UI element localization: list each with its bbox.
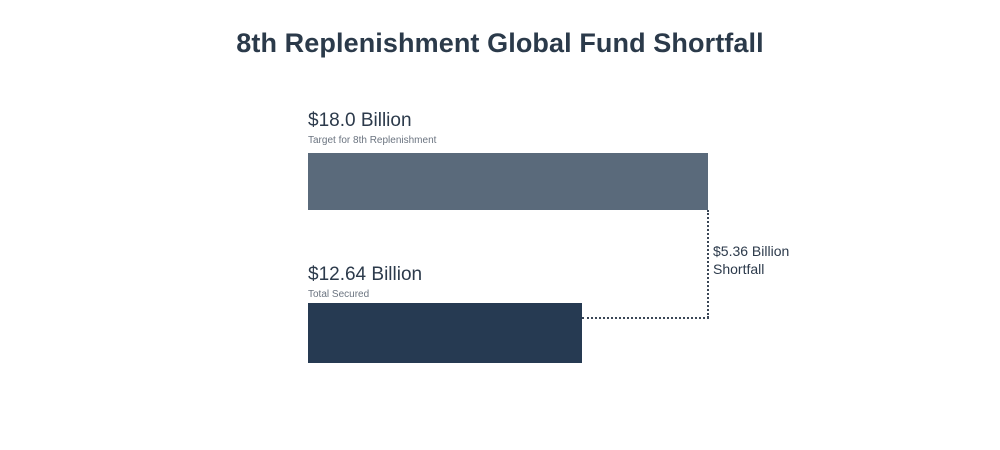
shortfall-label: Shortfall bbox=[713, 261, 765, 277]
target-bar bbox=[308, 153, 708, 210]
chart-title: 8th Replenishment Global Fund Shortfall bbox=[236, 28, 764, 58]
secured-sub-label: Total Secured bbox=[308, 289, 370, 300]
secured-value-label: $12.64 Billion bbox=[308, 264, 423, 285]
shortfall-annotation: $5.36 Billion Shortfall bbox=[713, 242, 789, 278]
shortfall-value: $5.36 Billion bbox=[713, 243, 790, 259]
secured-bar bbox=[308, 303, 582, 363]
shortfall-bracket-horizontal bbox=[582, 317, 709, 319]
shortfall-bracket-vertical bbox=[707, 210, 709, 318]
target-value-label: $18.0 Billion bbox=[308, 110, 412, 131]
target-sub-label: Target for 8th Replenishment bbox=[308, 135, 437, 146]
